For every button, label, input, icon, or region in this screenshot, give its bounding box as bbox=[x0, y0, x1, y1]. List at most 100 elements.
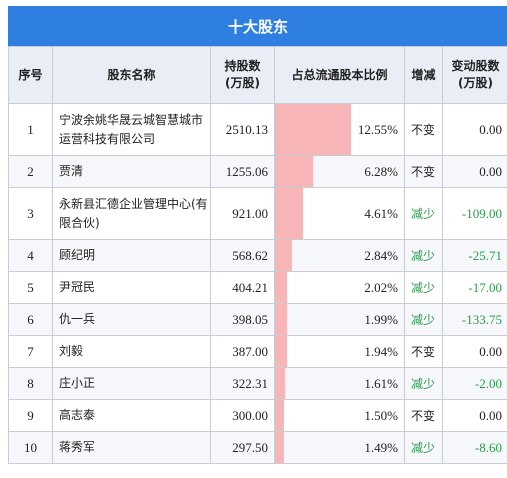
row-index: 6 bbox=[8, 303, 53, 336]
change-amount: 0.00 bbox=[442, 155, 507, 188]
col-header-delta: 变动股数 (万股) bbox=[442, 46, 507, 104]
float-ratio: 1.61% bbox=[364, 375, 398, 391]
table-row: 2 贾清 1255.06 6.28% 不变 0.00 bbox=[8, 155, 507, 188]
shareholder-name: 蒋秀军 bbox=[52, 431, 211, 464]
ratio-bar bbox=[275, 104, 351, 155]
table-row: 8 庄小正 322.31 1.61% 减少 -2.00 bbox=[8, 367, 507, 400]
change-amount: 0.00 bbox=[442, 399, 507, 432]
change-amount: 0.00 bbox=[442, 335, 507, 368]
change-status: 不变 bbox=[404, 399, 443, 432]
float-ratio: 4.61% bbox=[364, 205, 398, 221]
float-ratio-cell: 6.28% bbox=[274, 155, 405, 188]
shares-held: 300.00 bbox=[210, 399, 275, 432]
float-ratio: 1.94% bbox=[364, 343, 398, 359]
shares-held: 387.00 bbox=[210, 335, 275, 368]
shareholder-name: 高志泰 bbox=[52, 399, 211, 432]
col-header-idx: 序号 bbox=[8, 46, 53, 104]
change-status: 减少 bbox=[404, 271, 443, 304]
shares-held: 568.62 bbox=[210, 239, 275, 272]
float-ratio-cell: 1.50% bbox=[274, 399, 405, 432]
change-status: 减少 bbox=[404, 187, 443, 240]
shareholders-table: 序号 股东名称 持股数 (万股) 占总流通股本比例 增减 变动股数 (万股) 1… bbox=[8, 46, 507, 464]
row-index: 3 bbox=[8, 187, 53, 240]
float-ratio: 1.49% bbox=[364, 439, 398, 455]
table-header-row: 序号 股东名称 持股数 (万股) 占总流通股本比例 增减 变动股数 (万股) bbox=[8, 46, 507, 104]
shareholder-name: 刘毅 bbox=[52, 335, 211, 368]
float-ratio: 2.84% bbox=[364, 247, 398, 263]
table-row: 9 高志泰 300.00 1.50% 不变 0.00 bbox=[8, 399, 507, 432]
row-index: 5 bbox=[8, 271, 53, 304]
ratio-bar bbox=[275, 336, 287, 367]
float-ratio: 2.02% bbox=[364, 279, 398, 295]
row-index: 8 bbox=[8, 367, 53, 400]
float-ratio: 1.50% bbox=[364, 407, 398, 423]
shareholders-panel: 十大股东 序号 股东名称 持股数 (万股) 占总流通股本比例 增减 变动股数 (… bbox=[8, 6, 507, 470]
ratio-bar bbox=[275, 432, 284, 463]
row-index: 9 bbox=[8, 399, 53, 432]
row-index: 1 bbox=[8, 103, 53, 156]
col-header-pct: 占总流通股本比例 bbox=[274, 46, 405, 104]
float-ratio-cell: 1.94% bbox=[274, 335, 405, 368]
shareholder-name: 贾清 bbox=[52, 155, 211, 188]
ratio-bar bbox=[275, 368, 285, 399]
float-ratio-cell: 2.84% bbox=[274, 239, 405, 272]
change-amount: -25.71 bbox=[442, 239, 507, 272]
panel-title: 十大股东 bbox=[8, 6, 507, 46]
shareholder-name: 尹冠民 bbox=[52, 271, 211, 304]
shareholder-name: 庄小正 bbox=[52, 367, 211, 400]
table-row: 6 仇一兵 398.05 1.99% 减少 -133.75 bbox=[8, 303, 507, 336]
float-ratio-cell: 2.02% bbox=[274, 271, 405, 304]
change-status: 减少 bbox=[404, 367, 443, 400]
row-index: 7 bbox=[8, 335, 53, 368]
row-index: 2 bbox=[8, 155, 53, 188]
change-status: 减少 bbox=[404, 239, 443, 272]
float-ratio-cell: 12.55% bbox=[274, 103, 405, 156]
shareholder-name: 仇一兵 bbox=[52, 303, 211, 336]
table-row: 10 蒋秀军 297.50 1.49% 减少 -8.60 bbox=[8, 431, 507, 464]
ratio-bar bbox=[275, 400, 284, 431]
change-amount: -8.60 bbox=[442, 431, 507, 464]
table-row: 1 宁波余姚华晟云城智慧城市运营科技有限公司 2510.13 12.55% 不变 0.00 bbox=[8, 103, 507, 156]
ratio-bar bbox=[275, 188, 303, 239]
ratio-bar bbox=[275, 240, 292, 271]
row-index: 4 bbox=[8, 239, 53, 272]
shareholder-name: 顾纪明 bbox=[52, 239, 211, 272]
shares-held: 404.21 bbox=[210, 271, 275, 304]
change-amount: -133.75 bbox=[442, 303, 507, 336]
shares-held: 2510.13 bbox=[210, 103, 275, 156]
float-ratio-cell: 1.99% bbox=[274, 303, 405, 336]
col-header-shares: 持股数 (万股) bbox=[210, 46, 275, 104]
col-header-name: 股东名称 bbox=[52, 46, 211, 104]
ratio-bar bbox=[275, 272, 287, 303]
change-amount: -2.00 bbox=[442, 367, 507, 400]
change-amount: 0.00 bbox=[442, 103, 507, 156]
shares-held: 398.05 bbox=[210, 303, 275, 336]
float-ratio: 1.99% bbox=[364, 311, 398, 327]
float-ratio: 12.55% bbox=[357, 121, 398, 137]
change-amount: -109.00 bbox=[442, 187, 507, 240]
row-index: 10 bbox=[8, 431, 53, 464]
change-status: 减少 bbox=[404, 431, 443, 464]
shareholder-name: 宁波余姚华晟云城智慧城市运营科技有限公司 bbox=[52, 103, 211, 156]
change-status: 不变 bbox=[404, 155, 443, 188]
shares-held: 1255.06 bbox=[210, 155, 275, 188]
shares-held: 322.31 bbox=[210, 367, 275, 400]
float-ratio-cell: 1.49% bbox=[274, 431, 405, 464]
table-row: 4 顾纪明 568.62 2.84% 减少 -25.71 bbox=[8, 239, 507, 272]
ratio-bar bbox=[275, 156, 313, 187]
shares-held: 921.00 bbox=[210, 187, 275, 240]
table-row: 3 永新县汇德企业管理中心(有限合伙) 921.00 4.61% 减少 -109.00 bbox=[8, 187, 507, 240]
change-status: 不变 bbox=[404, 335, 443, 368]
float-ratio-cell: 4.61% bbox=[274, 187, 405, 240]
table-row: 7 刘毅 387.00 1.94% 不变 0.00 bbox=[8, 335, 507, 368]
change-status: 不变 bbox=[404, 103, 443, 156]
change-status: 减少 bbox=[404, 303, 443, 336]
shares-held: 297.50 bbox=[210, 431, 275, 464]
change-amount: -17.00 bbox=[442, 271, 507, 304]
float-ratio-cell: 1.61% bbox=[274, 367, 405, 400]
shareholder-name: 永新县汇德企业管理中心(有限合伙) bbox=[52, 187, 211, 240]
table-row: 5 尹冠民 404.21 2.02% 减少 -17.00 bbox=[8, 271, 507, 304]
float-ratio: 6.28% bbox=[364, 163, 398, 179]
ratio-bar bbox=[275, 304, 287, 335]
col-header-change: 增减 bbox=[404, 46, 443, 104]
